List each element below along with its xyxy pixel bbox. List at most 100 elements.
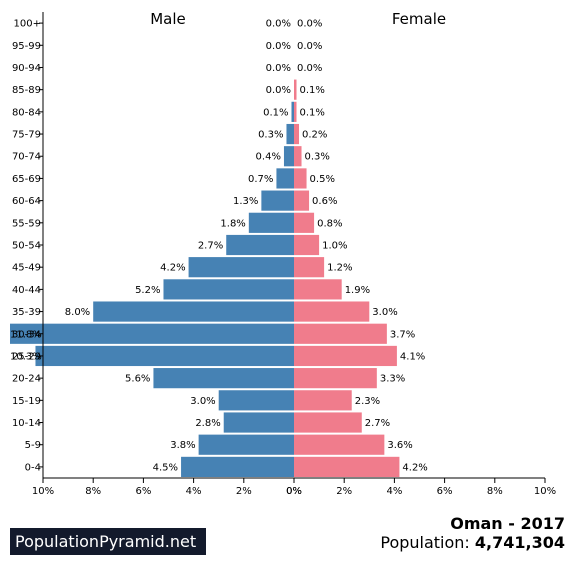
female-bar bbox=[294, 168, 307, 189]
age-group-label: 65-69 bbox=[12, 174, 41, 185]
male-bar bbox=[181, 456, 294, 477]
male-value-label: 4.5% bbox=[153, 462, 178, 473]
male-value-label: 5.6% bbox=[125, 374, 150, 385]
age-group-label: 90-94 bbox=[12, 63, 41, 74]
female-value-label: 0.3% bbox=[305, 152, 330, 163]
male-value-label: 0.0% bbox=[266, 63, 291, 74]
male-bar bbox=[226, 234, 294, 256]
male-bar bbox=[198, 434, 294, 455]
male-bar bbox=[223, 412, 294, 433]
x-tick-label: 10% bbox=[534, 486, 556, 497]
age-group-label: 30-34 bbox=[12, 329, 41, 340]
age-group-label: 85-89 bbox=[12, 85, 41, 96]
x-tick-label: 8% bbox=[85, 486, 101, 497]
female-bar bbox=[294, 212, 315, 233]
female-bar bbox=[294, 390, 352, 411]
age-group-label: 45-49 bbox=[12, 263, 41, 274]
male-bar bbox=[163, 279, 294, 300]
female-value-label: 2.3% bbox=[355, 396, 380, 407]
x-tick-label: 4% bbox=[186, 486, 202, 497]
female-value-label: 0.2% bbox=[302, 130, 327, 141]
x-tick-label: 6% bbox=[437, 486, 453, 497]
female-value-label: 0.6% bbox=[312, 196, 337, 207]
population-pyramid-chart: Male Female 0.0% 0.0% 100+ 0.0% 0.0% 95-99 0.0% 0… bbox=[10, 10, 556, 497]
x-tick-label: 6% bbox=[135, 486, 151, 497]
female-value-label: 4.2% bbox=[402, 462, 427, 473]
male-bar bbox=[188, 257, 294, 278]
population-label: Population: bbox=[380, 533, 470, 552]
male-value-label: 3.8% bbox=[170, 440, 195, 451]
male-value-label: 8.0% bbox=[65, 307, 90, 318]
age-group-label: 95-99 bbox=[12, 41, 41, 52]
age-group-label: 5-9 bbox=[25, 440, 41, 451]
x-tick-label: 2% bbox=[336, 486, 352, 497]
female-bar bbox=[294, 79, 297, 100]
age-group-label: 80-84 bbox=[12, 107, 41, 118]
age-group-label: 25-29 bbox=[12, 351, 41, 362]
female-value-label: 0.1% bbox=[300, 107, 325, 118]
age-group-label: 50-54 bbox=[12, 241, 41, 252]
female-value-label: 1.2% bbox=[327, 263, 352, 274]
male-bar bbox=[286, 123, 294, 145]
x-tick-label: 4% bbox=[386, 486, 402, 497]
age-group-label: 0-4 bbox=[25, 462, 41, 473]
male-value-label: 5.2% bbox=[135, 285, 160, 296]
male-value-label: 0.0% bbox=[266, 41, 291, 52]
age-group-label: 20-24 bbox=[12, 374, 41, 385]
male-value-label: 0.0% bbox=[266, 19, 291, 30]
population-total: Population: 4,741,304 bbox=[380, 533, 565, 552]
male-value-label: 2.7% bbox=[198, 241, 223, 252]
female-bar bbox=[294, 190, 310, 211]
x-tick-label: 8% bbox=[487, 486, 503, 497]
female-bar bbox=[294, 412, 362, 433]
female-series-title: Female bbox=[392, 10, 446, 28]
age-group-label: 60-64 bbox=[12, 196, 41, 207]
male-value-label: 0.4% bbox=[256, 152, 281, 163]
age-group-label: 35-39 bbox=[12, 307, 41, 318]
female-bar bbox=[294, 146, 302, 167]
age-group-label: 10-14 bbox=[12, 418, 41, 429]
male-value-label: 1.8% bbox=[220, 218, 245, 229]
male-value-label: 0.0% bbox=[266, 85, 291, 96]
female-bar bbox=[294, 323, 387, 344]
age-group-label: 40-44 bbox=[12, 285, 41, 296]
male-value-label: 1.3% bbox=[233, 196, 258, 207]
male-bar bbox=[35, 345, 294, 367]
male-value-label: 10.3% bbox=[10, 351, 42, 362]
female-bar bbox=[294, 279, 342, 300]
brand-logo[interactable]: PopulationPyramid.net bbox=[10, 528, 206, 555]
male-value-label: 2.8% bbox=[195, 418, 220, 429]
male-series-title: Male bbox=[150, 10, 186, 28]
female-value-label: 0.1% bbox=[300, 85, 325, 96]
female-value-label: 1.0% bbox=[322, 241, 347, 252]
x-tick-label: 0% bbox=[286, 486, 302, 497]
x-tick-label: 10% bbox=[32, 486, 54, 497]
male-value-label: 11.8% bbox=[10, 329, 42, 340]
male-value-label: 0.3% bbox=[258, 130, 283, 141]
female-value-label: 3.0% bbox=[372, 307, 397, 318]
female-value-label: 4.1% bbox=[400, 351, 425, 362]
male-bar bbox=[283, 146, 294, 167]
female-bar bbox=[294, 101, 297, 122]
female-bar bbox=[294, 234, 320, 256]
male-value-label: 3.0% bbox=[190, 396, 215, 407]
age-group-label: 75-79 bbox=[12, 130, 41, 141]
male-bar bbox=[291, 101, 294, 122]
female-bar bbox=[294, 345, 397, 367]
age-group-label: 70-74 bbox=[12, 152, 41, 163]
male-bar bbox=[276, 168, 294, 189]
male-bar bbox=[261, 190, 294, 211]
country-year-title: Oman - 2017 bbox=[450, 514, 565, 533]
male-bar bbox=[93, 301, 294, 322]
x-tick-label: 2% bbox=[236, 486, 252, 497]
female-bar bbox=[294, 456, 400, 477]
female-value-label: 0.8% bbox=[317, 218, 342, 229]
female-value-label: 3.7% bbox=[390, 329, 415, 340]
female-value-label: 0.0% bbox=[297, 63, 322, 74]
male-value-label: 0.1% bbox=[263, 107, 288, 118]
female-value-label: 0.0% bbox=[297, 19, 322, 30]
female-value-label: 0.5% bbox=[310, 174, 335, 185]
female-bar bbox=[294, 301, 370, 322]
female-bar bbox=[294, 368, 377, 389]
population-value: 4,741,304 bbox=[474, 533, 565, 552]
